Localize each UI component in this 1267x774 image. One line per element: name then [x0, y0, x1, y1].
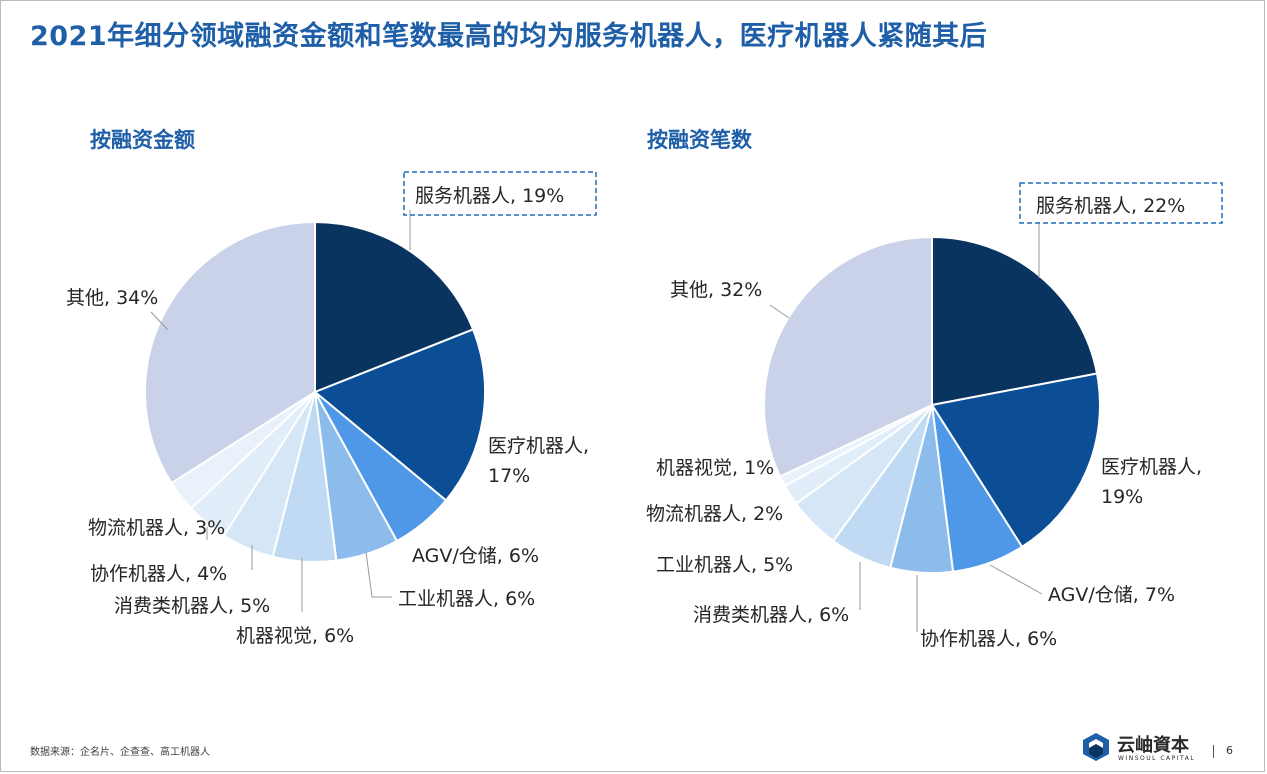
page-title: 2021年细分领域融资金额和笔数最高的均为服务机器人，医疗机器人紧随其后 — [30, 21, 988, 52]
data-label: 协作机器人, 6% — [920, 628, 1057, 650]
pie-slice — [313, 328, 486, 502]
data-label: 物流机器人, 2% — [646, 503, 783, 525]
data-label: 19% — [1101, 486, 1143, 508]
logo: 云岫資本 WINSOUL CAPITAL — [1081, 731, 1206, 765]
data-label: 服务机器人, 22% — [1036, 195, 1185, 217]
data-label: 物流机器人, 3% — [88, 517, 225, 539]
page-separator — [1213, 745, 1214, 758]
data-label: 医疗机器人, — [488, 435, 589, 457]
data-label: 消费类机器人, 5% — [114, 595, 270, 617]
pie-chart-amount: 服务机器人, 19% 医疗机器人, 17% AGV/仓储, 6% 工业机器人, 6% 机器… — [66, 171, 597, 647]
data-label: 协作机器人, 4% — [90, 563, 227, 585]
data-label: 工业机器人, 6% — [398, 588, 535, 610]
data-label: 机器视觉, 1% — [656, 457, 774, 479]
chart-2-title: 按融资笔数 — [647, 128, 752, 152]
logo-text: 云岫資本 — [1117, 735, 1189, 756]
data-label: 其他, 34% — [66, 287, 158, 309]
pie-slice — [143, 220, 316, 485]
data-label: 其他, 32% — [670, 279, 762, 301]
highlight-box — [1019, 182, 1223, 224]
data-label: 机器视觉, 6% — [236, 625, 354, 647]
chart-1-title: 按融资金额 — [90, 128, 195, 152]
data-label: 17% — [488, 465, 530, 487]
leader-line — [989, 564, 1043, 595]
logo-icon — [1083, 733, 1109, 761]
data-label: AGV/仓储, 6% — [412, 545, 539, 567]
logo-subtext: WINSOUL CAPITAL — [1118, 755, 1196, 762]
data-label: 服务机器人, 19% — [415, 185, 564, 207]
highlight-box — [403, 171, 597, 216]
data-label: AGV/仓储, 7% — [1048, 584, 1175, 606]
page-number: 6 — [1226, 744, 1233, 757]
source-note: 数据来源：企名片、企查查、高工机器人 — [30, 747, 210, 758]
pie-slice — [763, 235, 933, 478]
data-label: 工业机器人, 5% — [656, 554, 793, 576]
pie-slice — [314, 220, 475, 394]
data-label: 医疗机器人, — [1101, 456, 1202, 478]
pie-chart-count: 服务机器人, 22% 医疗机器人, 19% AGV/仓储, 7% 协作机器人, 6% 消费… — [646, 182, 1223, 650]
data-label: 消费类机器人, 6% — [693, 604, 849, 626]
leader-line — [769, 304, 790, 319]
leader-line — [365, 551, 392, 598]
pie-slice — [930, 372, 1101, 549]
leader-line — [150, 311, 169, 331]
